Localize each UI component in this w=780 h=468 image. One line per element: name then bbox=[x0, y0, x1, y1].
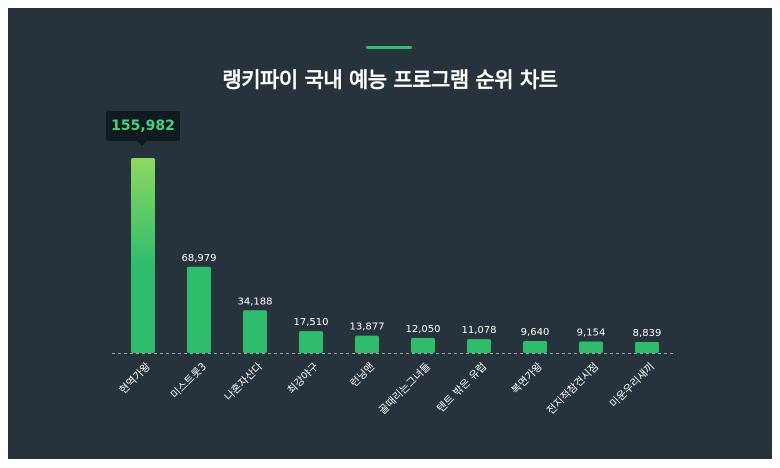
bar-7[interactable] bbox=[467, 339, 491, 353]
chart-panel: 랭키파이 국내 예능 프로그램 순위 차트 68,979 34,188 17,510… bbox=[8, 8, 772, 459]
value-label-8: 9,640 bbox=[521, 327, 550, 338]
category-label-7: 텐트 밖은 유럽 bbox=[434, 360, 489, 415]
bar-8[interactable] bbox=[523, 340, 547, 353]
bars-group bbox=[131, 158, 659, 353]
category-label-1: 현역가왕 bbox=[117, 360, 153, 396]
title-accent-bar bbox=[366, 46, 412, 49]
value-label-3: 34,188 bbox=[238, 296, 273, 307]
value-label-5: 13,877 bbox=[350, 322, 385, 333]
hover-tooltip: 155,982 bbox=[106, 111, 180, 146]
bar-2[interactable] bbox=[187, 266, 211, 353]
bar-9[interactable] bbox=[579, 341, 603, 353]
category-label-8: 복면가왕 bbox=[509, 360, 545, 396]
category-label-6: 골때리는그녀들 bbox=[377, 360, 434, 417]
category-label-10: 미운우리새끼 bbox=[608, 361, 657, 410]
category-label-9: 전지적참견시점 bbox=[545, 361, 601, 417]
bar-4[interactable] bbox=[299, 331, 323, 353]
category-label-2: 미스트롯3 bbox=[169, 361, 210, 402]
value-label-9: 9,154 bbox=[577, 328, 606, 339]
value-labels-group: 68,979 34,188 17,510 13,877 12,050 11,078 9,64… bbox=[182, 253, 662, 339]
value-label-6: 12,050 bbox=[406, 324, 441, 335]
bar-5[interactable] bbox=[355, 335, 379, 353]
bar-1[interactable] bbox=[131, 158, 155, 353]
category-label-5: 런닝맨 bbox=[348, 361, 377, 390]
bar-10[interactable] bbox=[635, 341, 659, 353]
category-labels-group: 현역가왕 미스트롯3 나혼자산다 최강야구 런닝맨 골때리는그녀들 텐트 밖은 유럽 복면가왕… bbox=[117, 360, 657, 417]
category-label-4: 최강야구 bbox=[285, 360, 322, 397]
bar-6[interactable] bbox=[411, 337, 435, 353]
category-label-3: 나혼자산다 bbox=[222, 360, 266, 404]
value-label-2: 68,979 bbox=[182, 253, 217, 264]
value-label-10: 8,839 bbox=[633, 328, 662, 339]
bar-chart: 68,979 34,188 17,510 13,877 12,050 11,078 9,64… bbox=[112, 158, 676, 417]
bar-3[interactable] bbox=[243, 310, 267, 353]
value-label-7: 11,078 bbox=[462, 325, 497, 336]
chart-title: 랭키파이 국내 예능 프로그램 순위 차트 bbox=[222, 68, 558, 92]
value-label-4: 17,510 bbox=[294, 317, 329, 328]
